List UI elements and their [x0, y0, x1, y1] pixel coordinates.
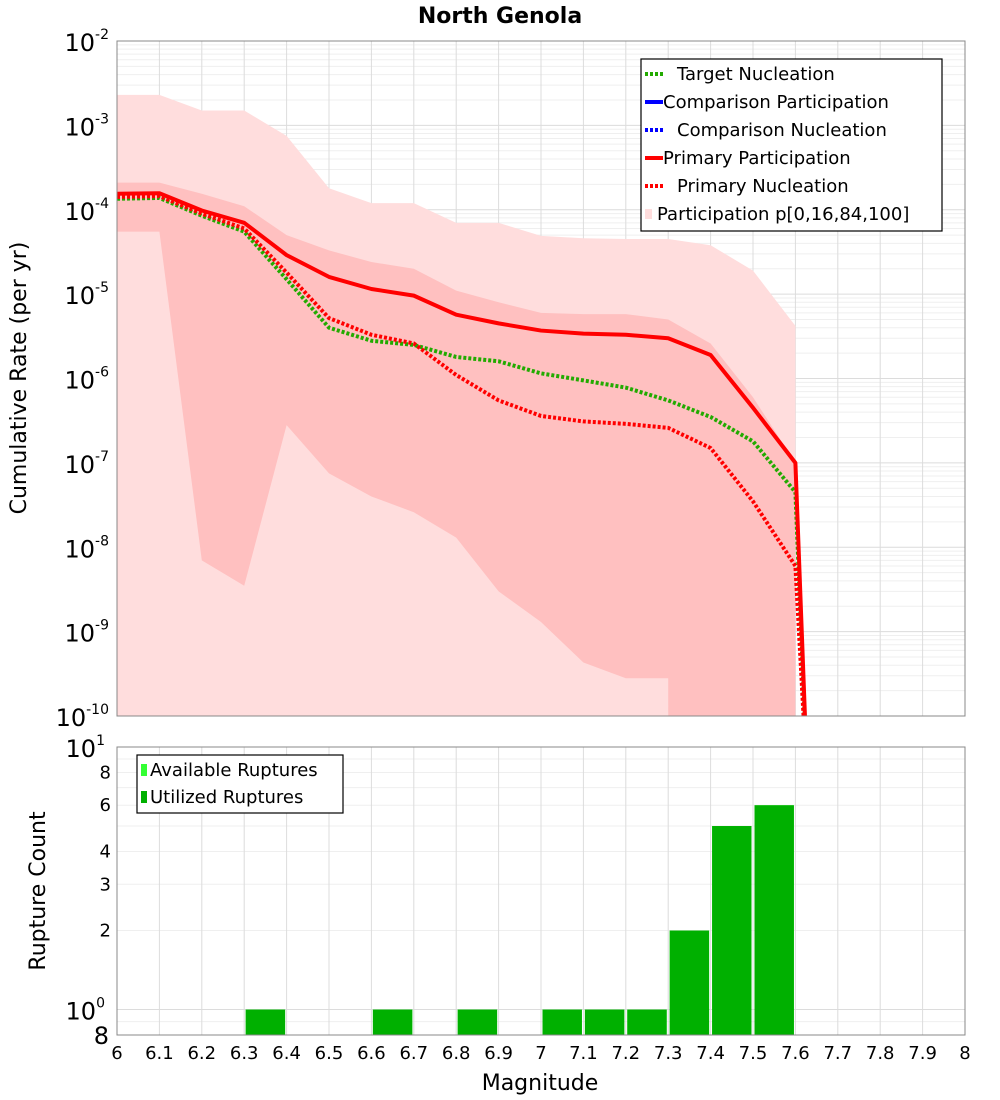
- legend-label: Available Ruptures: [150, 760, 318, 781]
- y-tick-count-major: 100: [66, 996, 105, 1026]
- legend-box: [640, 58, 943, 232]
- bar-utilized: [627, 1009, 667, 1035]
- x-tick: 6.9: [484, 1043, 513, 1064]
- legend-swatch: [645, 209, 652, 219]
- x-tick: 6.2: [187, 1043, 216, 1064]
- legend-label: Primary Participation: [663, 148, 851, 169]
- x-tick: 7.6: [781, 1043, 810, 1064]
- legend-label: Target Nucleation: [676, 64, 835, 85]
- y-tick-rate: 10-2: [64, 27, 109, 57]
- bands: [117, 94, 796, 716]
- bar-utilized: [669, 930, 710, 1035]
- y-tick-count: 8: [100, 762, 111, 783]
- legend-count: Available Ruptures Utilized Ruptures: [136, 754, 344, 814]
- y-tick-count-major: 101: [66, 733, 105, 763]
- x-tick: 7.5: [739, 1043, 768, 1064]
- x-tick: 8: [959, 1043, 970, 1064]
- bars: [245, 805, 794, 1035]
- primary-participation-line: [117, 191, 807, 716]
- y-tick-rate: 10-4: [64, 196, 109, 226]
- y-tick-rate: 10-5: [64, 280, 109, 310]
- y-tick-count: 6: [100, 795, 111, 816]
- x-tick: 7.1: [569, 1043, 598, 1064]
- y-tick-rate: 10-9: [64, 618, 109, 648]
- bar-utilized: [584, 1009, 625, 1035]
- y-tick-rate: 10-6: [64, 365, 109, 395]
- primary-nucleation-line: [117, 194, 806, 716]
- x-tick: 7: [535, 1043, 546, 1064]
- plot-frame-count: [116, 746, 966, 1036]
- y-tick-rate: 10-10: [56, 702, 109, 732]
- y-tick-count: 3: [100, 874, 111, 895]
- bar-utilized: [457, 1009, 498, 1035]
- x-tick: 6: [111, 1043, 122, 1064]
- x-tick: 6.4: [272, 1043, 301, 1064]
- x-tick: 6.1: [145, 1043, 174, 1064]
- legend-label: Participation p[0,16,84,100]: [657, 204, 909, 225]
- series-lines: [117, 191, 807, 716]
- x-axis-label: Magnitude: [482, 1071, 599, 1096]
- y-axis-label-rate: Cumulative Rate (per yr): [7, 242, 32, 515]
- bar-utilized: [712, 826, 752, 1035]
- legend-label: Primary Nucleation: [677, 176, 849, 197]
- chart-title: North Genola: [418, 4, 582, 29]
- bar-utilized: [245, 1009, 286, 1035]
- x-tick: 6.3: [230, 1043, 259, 1064]
- x-tick: 6.6: [357, 1043, 386, 1064]
- x-tick: 7.2: [611, 1043, 640, 1064]
- plot-frame-rate: [116, 40, 966, 717]
- legend-swatch: [141, 764, 147, 776]
- y-tick-count: 4: [100, 841, 111, 862]
- x-tick: 7.8: [866, 1043, 895, 1064]
- y-tick-count: 2: [100, 921, 111, 942]
- x-tick: 6.8: [442, 1043, 471, 1064]
- target-nucleation-line: [117, 195, 807, 716]
- y-tick-count: 8: [94, 1022, 109, 1050]
- y-tick-rate: 10-8: [64, 533, 109, 563]
- y-tick-rate: 10-3: [64, 111, 109, 141]
- bar-utilized: [542, 1009, 582, 1035]
- x-tick: 7.4: [696, 1043, 725, 1064]
- legend-label: Comparison Participation: [663, 92, 889, 113]
- y-tick-rate: 10-7: [64, 449, 109, 479]
- x-tick: 7.3: [654, 1043, 683, 1064]
- legend-swatch: [141, 791, 147, 803]
- legend-label: Comparison Nucleation: [677, 120, 887, 141]
- x-tick: 6.7: [399, 1043, 428, 1064]
- legend-label: Utilized Ruptures: [150, 787, 303, 808]
- bar-utilized: [372, 1009, 413, 1035]
- band-p16-p84: [117, 182, 796, 716]
- x-tick: 7.7: [823, 1043, 852, 1064]
- y-axis-label-count: Rupture Count: [26, 811, 51, 971]
- legend-rate: Target Nucleation Comparison Participatio…: [640, 58, 943, 232]
- bar-utilized: [754, 805, 794, 1035]
- x-tick: 6.5: [315, 1043, 344, 1064]
- x-tick: 7.9: [908, 1043, 937, 1064]
- grid-count: [116, 746, 966, 1036]
- legend-box: [136, 754, 344, 814]
- rate-plot: 10-2 10-3 10-4 10-5 10-6 10-7 10-8 10-9 10-10 Tar…: [56, 27, 966, 732]
